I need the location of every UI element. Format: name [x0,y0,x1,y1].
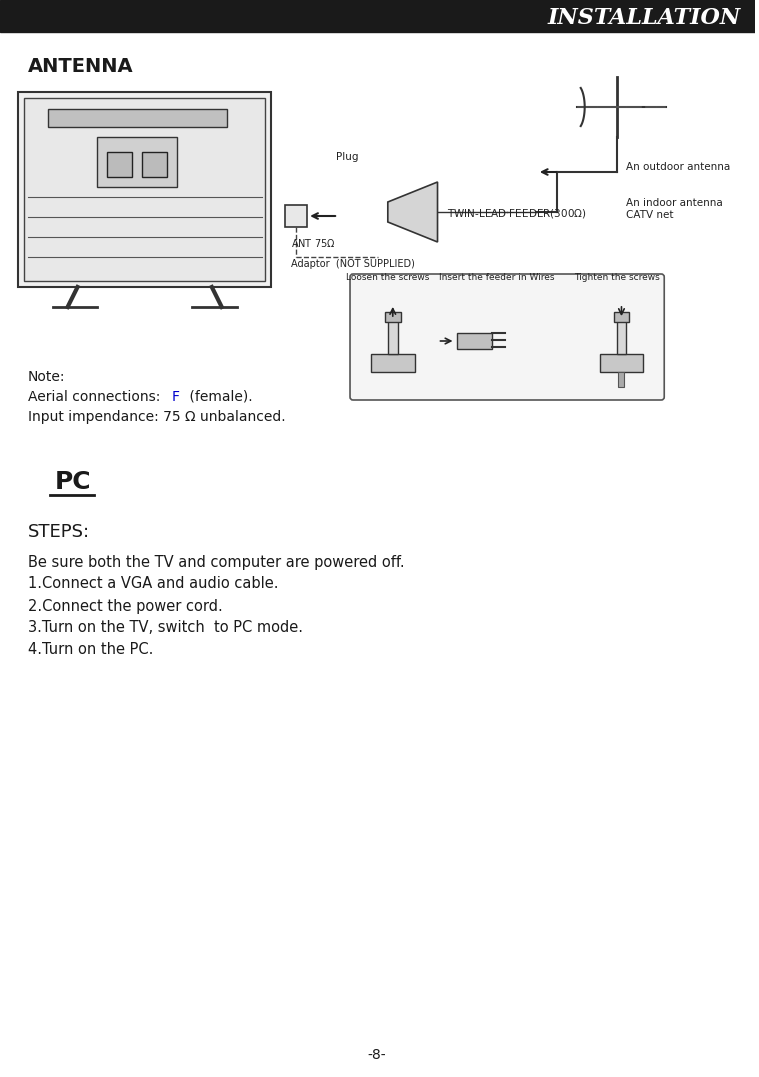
Bar [285,205,307,227]
Bar [371,354,414,372]
Bar [18,92,272,286]
Bar [0,0,754,32]
Bar [458,333,493,349]
Bar [600,354,644,372]
Bar [619,372,625,387]
Text: An indoor antenna
CATV net: An indoor antenna CATV net [626,198,723,220]
Text: -8-: -8- [367,1048,386,1062]
Text: Tighten the screws: Tighten the screws [574,272,660,282]
Bar [616,319,626,354]
Text: An outdoor antenna: An outdoor antenna [626,162,731,172]
Text: Insert the feeder in Wires: Insert the feeder in Wires [439,272,555,282]
Text: Note:: Note: [28,370,65,384]
Text: ANT 75$\Omega$: ANT 75$\Omega$ [291,237,335,249]
Text: STEPS:: STEPS: [28,523,90,541]
Bar [48,109,227,127]
Text: 1.Connect a VGA and audio cable.: 1.Connect a VGA and audio cable. [28,576,279,591]
Bar [97,137,177,187]
Text: ANTENNA: ANTENNA [28,57,134,76]
Bar [107,152,132,177]
Text: (female).: (female). [185,390,253,404]
Text: Aerial connections:: Aerial connections: [28,390,165,404]
Text: 4.Turn on the PC.: 4.Turn on the PC. [28,643,153,657]
Text: Plug: Plug [336,152,358,162]
Bar [142,152,167,177]
Text: TWIN-LEAD FEEDER(300$\Omega$): TWIN-LEAD FEEDER(300$\Omega$) [448,208,587,221]
Bar [388,319,398,354]
Text: INSTALLATION: INSTALLATION [547,6,741,29]
Text: Loosen the screws: Loosen the screws [346,272,430,282]
Text: 3.Turn on the TV, switch  to PC mode.: 3.Turn on the TV, switch to PC mode. [28,620,303,635]
Polygon shape [388,182,437,242]
Bar [613,312,629,322]
Text: 2.Connect the power cord.: 2.Connect the power cord. [28,599,222,614]
FancyBboxPatch shape [350,274,664,400]
Bar [385,312,401,322]
Text: Be sure both the TV and computer are powered off.: Be sure both the TV and computer are pow… [28,555,405,570]
Text: PC: PC [55,470,91,494]
Text: Adaptor  (NOT SUPPLIED): Adaptor (NOT SUPPLIED) [291,258,415,269]
Text: Input impendance: 75 Ω unbalanced.: Input impendance: 75 Ω unbalanced. [28,410,285,424]
Text: F: F [172,390,180,404]
Bar [24,98,266,281]
